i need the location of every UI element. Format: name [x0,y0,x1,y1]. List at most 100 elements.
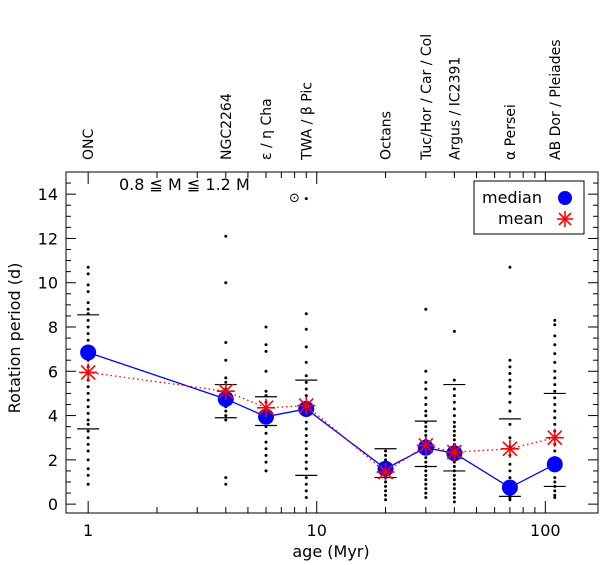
data-point [264,349,268,353]
mean-marker-stroke [80,364,96,380]
mean-marker [416,436,435,455]
mean-marker-stroke [502,441,518,457]
data-point [86,458,90,462]
data-point [224,476,228,480]
data-point [553,376,557,380]
data-point [384,449,388,453]
y-tick-label: 6 [48,362,58,381]
data-point [224,281,228,285]
data-point [508,409,512,413]
legend-mean-label: mean [498,209,543,228]
data-point [553,334,557,338]
x-tick-label: 1 [83,521,93,540]
mean-marker [79,363,98,382]
data-point [86,482,90,486]
cluster-label: Argus / IC2391 [447,57,463,160]
data-point [304,374,308,378]
legend-median-marker [558,191,572,205]
mean-marker-stroke [298,398,314,414]
data-point [553,352,557,356]
data-point [508,385,512,389]
data-point [264,325,268,329]
data-point [304,496,308,499]
data-point [86,449,90,453]
data-point [384,498,388,502]
y-tick-label: 2 [48,451,58,470]
data-point [264,447,268,451]
data-point [86,265,90,269]
median-line [87,351,455,470]
y-tick-label: 0 [48,495,58,514]
data-point [452,414,456,418]
data-point [553,409,557,413]
solar-mass-symbol: ⊙ [289,191,300,206]
data-point [384,453,388,457]
data-point [86,290,90,294]
mean-line [88,371,555,473]
data-point [304,447,308,451]
cluster-label: AB Dor / Pleiades [548,39,564,160]
data-point [452,478,456,482]
data-point [424,482,428,486]
data-point [86,283,90,287]
data-point [304,476,308,480]
series-layer [79,344,564,496]
data-point [424,478,428,482]
data-point [304,482,308,486]
data-point [452,407,456,411]
data-point [553,403,557,406]
data-point [452,394,456,398]
data-point [452,400,456,404]
data-point [424,429,428,433]
data-point [224,358,228,362]
data-point [452,491,456,495]
data-point [86,436,90,440]
mean-marker [257,398,276,417]
data-point [384,484,388,488]
data-point [86,272,90,276]
data-point [264,460,268,464]
data-point [508,469,512,473]
mass-range-label: 0.8 ≦ M ≦ 1.2 M [119,175,250,194]
data-point [452,500,456,504]
data-point [304,434,308,437]
data-point [452,425,456,429]
data-point [264,431,268,435]
data-point [304,489,308,493]
data-point [424,425,428,429]
data-point [424,414,428,418]
data-point [264,389,268,393]
data-point [86,301,90,305]
data-point [264,369,268,373]
data-point [508,422,512,426]
y-tick-label: 8 [48,318,58,337]
x-tick-label: 100 [530,521,561,540]
data-point [86,442,90,446]
data-point [452,487,456,491]
data-point [304,467,308,471]
data-point [452,329,456,333]
cluster-label: Octans [379,111,395,160]
data-point [553,396,557,400]
legend: median mean [473,180,585,235]
data-point [86,318,90,322]
mean-marker-stroke [418,437,434,454]
plot-frame [65,171,599,514]
axes-layer [65,171,599,514]
data-point [384,489,388,493]
data-point [508,378,512,382]
data-point [86,405,90,409]
data-point [452,420,456,424]
mean-marker-stroke [547,430,563,446]
legend-mean-marker [557,211,573,227]
data-point [553,360,557,364]
data-point [553,318,557,322]
data-point [452,496,456,499]
data-point [553,476,557,480]
cluster-label: TWA / β Pic [299,82,315,161]
data-point [224,409,228,413]
cluster-label: Tuc/Hor / Car / Col [419,34,435,161]
mean-marker [297,396,316,415]
data-point [553,489,557,493]
